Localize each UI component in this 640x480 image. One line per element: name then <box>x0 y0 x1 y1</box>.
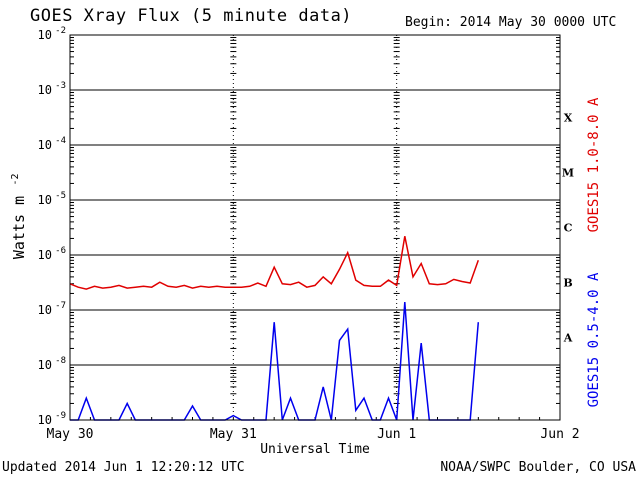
updated-timestamp: Updated 2014 Jun 1 12:20:12 UTC <box>2 460 245 475</box>
y-tick-label: 10 <box>38 83 52 97</box>
chart-title: GOES Xray Flux (5 minute data) <box>30 6 353 26</box>
legend-label-2: GOES15 0.5-4.0 A <box>586 272 602 407</box>
y-tick-exponent: -4 <box>55 136 66 146</box>
x-tick-label: May 30 <box>47 427 94 442</box>
tick-layer <box>70 37 560 421</box>
y-tick-exponent: -6 <box>55 246 66 256</box>
y-tick-exponent: -7 <box>55 301 66 311</box>
y-tick-label: 10 <box>38 138 52 152</box>
x-tick-label: May 31 <box>210 427 257 442</box>
series-line-1 <box>69 236 480 290</box>
y-tick-label: 10 <box>38 303 52 317</box>
flare-class-x: X <box>564 112 573 125</box>
flare-class-m: M <box>562 167 574 180</box>
begin-time: Begin: 2014 May 30 0000 UTC <box>405 15 617 30</box>
x-tick-label: Jun 1 <box>377 427 416 442</box>
legend-entry-2: GOES15 0.5-4.0 A <box>586 272 602 407</box>
x-tick-label: Jun 2 <box>540 427 579 442</box>
plot-frame <box>69 34 561 421</box>
credit-text: NOAA/SWPC Boulder, CO USA <box>440 460 636 475</box>
y-tick-exponent: -8 <box>55 356 66 366</box>
y-tick-label: 10 <box>38 28 52 42</box>
y-axis-title: Watts m <box>10 196 28 259</box>
y-tick-label: 10 <box>38 248 52 262</box>
grid-layer <box>70 35 560 420</box>
y-tick-exponent: -2 <box>55 26 66 36</box>
legend-entry-1: GOES15 1.0-8.0 A <box>586 97 602 232</box>
flare-class-a: A <box>563 332 573 345</box>
y-tick-label: 10 <box>38 193 52 207</box>
y-tick-exponent: -5 <box>55 191 66 201</box>
x-axis-title: Universal Time <box>260 442 370 457</box>
y-tick-exponent: -9 <box>55 411 66 421</box>
flare-class-c: C <box>564 222 573 235</box>
y-axis-title-exponent: -2 <box>10 173 21 185</box>
y-tick-label: 10 <box>38 413 52 427</box>
series-line-2 <box>70 301 480 421</box>
y-tick-label: 10 <box>38 358 52 372</box>
series-layer <box>69 236 480 421</box>
y-axis-title-group: Watts m -2 <box>10 173 28 259</box>
legend-label-1: GOES15 1.0-8.0 A <box>586 97 602 232</box>
flare-class-b: B <box>563 277 572 290</box>
y-tick-exponent: -3 <box>55 81 66 91</box>
